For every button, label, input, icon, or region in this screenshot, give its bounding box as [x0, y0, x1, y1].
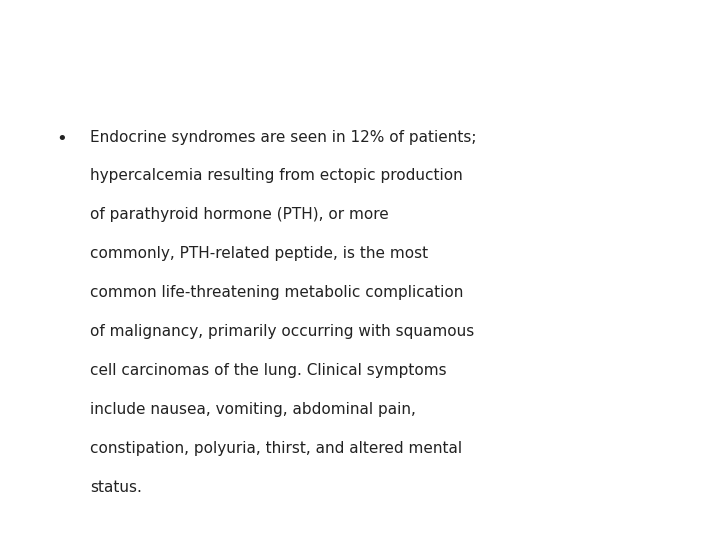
- Text: hypercalcemia resulting from ectopic production: hypercalcemia resulting from ectopic pro…: [90, 168, 463, 184]
- Text: status.: status.: [90, 480, 142, 495]
- Text: of malignancy, primarily occurring with squamous: of malignancy, primarily occurring with …: [90, 324, 474, 339]
- Text: •: •: [56, 130, 66, 147]
- Text: common life-threatening metabolic complication: common life-threatening metabolic compli…: [90, 285, 464, 300]
- Text: cell carcinomas of the lung. Clinical symptoms: cell carcinomas of the lung. Clinical sy…: [90, 363, 446, 378]
- Text: include nausea, vomiting, abdominal pain,: include nausea, vomiting, abdominal pain…: [90, 402, 416, 417]
- Text: constipation, polyuria, thirst, and altered mental: constipation, polyuria, thirst, and alte…: [90, 441, 462, 456]
- Text: of parathyroid hormone (PTH), or more: of parathyroid hormone (PTH), or more: [90, 207, 389, 222]
- Text: Endocrine syndromes are seen in 12% of patients;: Endocrine syndromes are seen in 12% of p…: [90, 130, 477, 145]
- Text: commonly, PTH-related peptide, is the most: commonly, PTH-related peptide, is the mo…: [90, 246, 428, 261]
